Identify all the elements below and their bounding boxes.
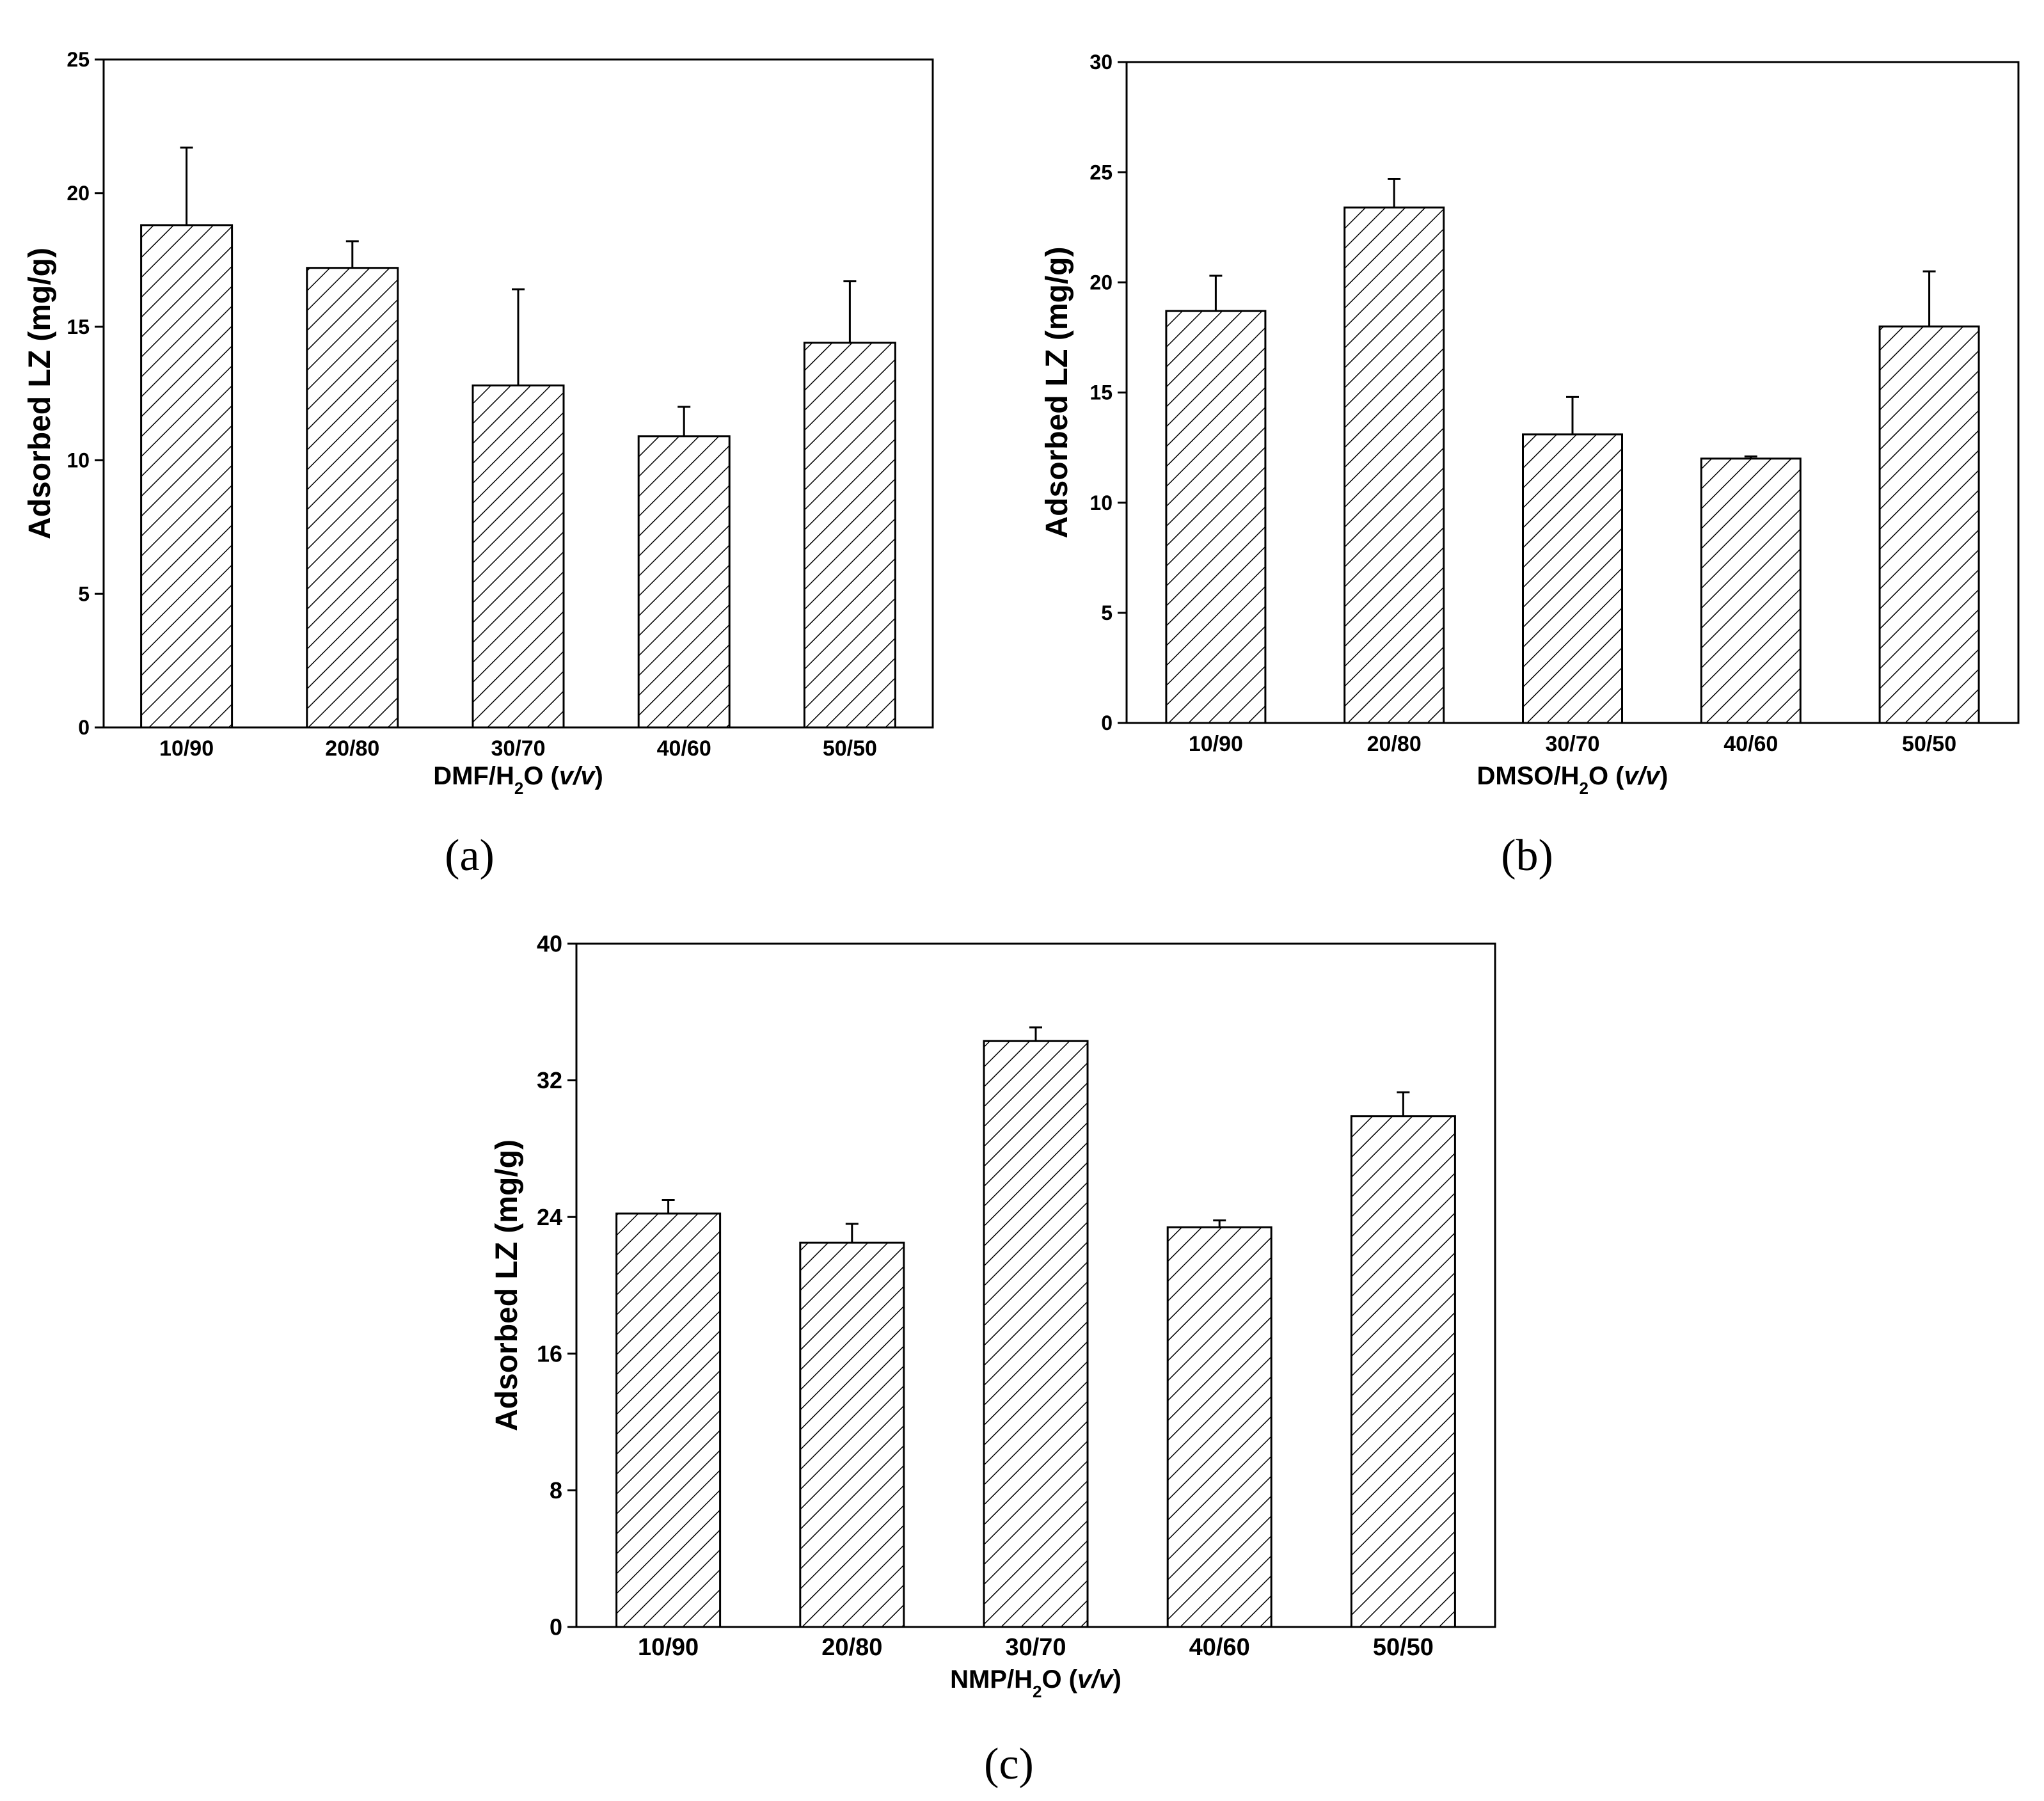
x-axis-title-part: v/v: [1624, 762, 1661, 790]
bar: [1522, 433, 1623, 724]
y-axis-title: Adsorbed LZ (mg/g): [23, 248, 57, 539]
y-tick-label: 32: [537, 1067, 562, 1093]
y-tick-label: 40: [537, 931, 562, 957]
y-tick-label: 0: [550, 1614, 562, 1640]
bar: [1165, 310, 1267, 724]
x-tick-label: 30/70: [1545, 732, 1599, 756]
x-axis-title-part: 2: [514, 779, 523, 798]
x-axis-title-part: DMSO/H: [1477, 762, 1580, 790]
x-axis-title-part: O (: [1042, 1665, 1077, 1694]
x-tick-label: 10/90: [159, 736, 214, 761]
x-axis-title-part: O (: [523, 762, 559, 790]
x-tick-label: 30/70: [491, 736, 545, 761]
bar: [306, 267, 399, 729]
x-tick-label: 20/80: [821, 1634, 882, 1661]
panel-label-a: (a): [445, 831, 495, 880]
x-axis-title-part: v/v: [559, 762, 596, 790]
bar: [799, 1241, 905, 1628]
y-tick-label: 8: [550, 1477, 562, 1503]
x-axis-title-part: ): [1660, 762, 1668, 790]
x-tick-label: 20/80: [1367, 732, 1422, 756]
x-tick-label: 30/70: [1005, 1634, 1066, 1661]
x-axis-title: DMSO/H2O (v/v): [1477, 762, 1668, 798]
bar: [983, 1040, 1089, 1628]
y-tick-label: 5: [78, 582, 90, 605]
x-tick-label: 40/60: [1189, 1634, 1250, 1661]
bar: [637, 435, 731, 729]
bar: [1878, 325, 1980, 724]
y-tick-label: 0: [1101, 711, 1113, 734]
bar: [471, 384, 565, 729]
y-tick-label: 10: [1089, 491, 1113, 514]
x-axis-title-part: 2: [1033, 1682, 1042, 1701]
bar: [1700, 457, 1802, 724]
x-axis-title-part: ): [1113, 1665, 1121, 1694]
y-tick-label: 25: [1089, 161, 1113, 184]
x-tick-label: 10/90: [1189, 732, 1243, 756]
y-tick-label: 16: [537, 1340, 562, 1367]
y-axis-title: Adsorbed LZ (mg/g): [490, 1139, 524, 1431]
x-axis-title-part: DMF/H: [433, 762, 514, 790]
x-axis-title-part: 2: [1580, 779, 1588, 798]
y-axis-title: Adsorbed LZ (mg/g): [1040, 247, 1074, 539]
panel-label-c: (c): [984, 1740, 1034, 1789]
y-tick-label: 15: [1089, 381, 1113, 404]
y-tick-label: 10: [67, 449, 90, 472]
chart-panel-a: (a) 0 5 10 15 20 25 10/90 20/80 30/70 40/60 50/50 A…: [23, 48, 934, 880]
y-tick-label: 15: [67, 315, 90, 338]
bar: [803, 342, 896, 729]
bar: [1166, 1226, 1272, 1628]
x-axis-title: NMP/H2O (v/v): [950, 1665, 1121, 1701]
panel-label-b: (b): [1501, 831, 1553, 880]
x-tick-label: 40/60: [657, 736, 711, 761]
x-axis-title-part: NMP/H: [950, 1665, 1033, 1694]
y-tick-label: 25: [67, 48, 90, 71]
bar: [140, 224, 234, 729]
x-tick-label: 50/50: [1373, 1634, 1434, 1661]
x-tick-label: 20/80: [325, 736, 379, 761]
chart-panel-c: (c) 0 8 16 24 32 40 10/90 20/80 30/70 40/60 50/50 A…: [490, 931, 1496, 1789]
x-axis-title-part: ): [594, 762, 603, 790]
y-tick-label: 0: [78, 716, 90, 739]
x-axis-title-part: v/v: [1077, 1665, 1114, 1694]
x-tick-label: 50/50: [823, 736, 877, 761]
chart-panel-b: (b) 0 5 10 15 20 25 30 10/90 20/80 30/70 40/60 50/5…: [1040, 51, 2020, 880]
y-tick-label: 5: [1101, 601, 1113, 624]
bar: [615, 1212, 722, 1628]
x-tick-label: 10/90: [638, 1634, 699, 1661]
y-tick-label: 30: [1089, 51, 1113, 74]
x-axis-title: DMF/H2O (v/v): [433, 762, 603, 798]
x-axis-title-part: O (: [1588, 762, 1624, 790]
bar: [1350, 1115, 1456, 1628]
y-tick-label: 20: [1089, 271, 1113, 294]
y-tick-label: 24: [537, 1204, 562, 1230]
bar: [1343, 206, 1445, 724]
x-tick-label: 50/50: [1902, 732, 1956, 756]
y-tick-label: 20: [67, 182, 90, 205]
x-tick-label: 40/60: [1723, 732, 1778, 756]
